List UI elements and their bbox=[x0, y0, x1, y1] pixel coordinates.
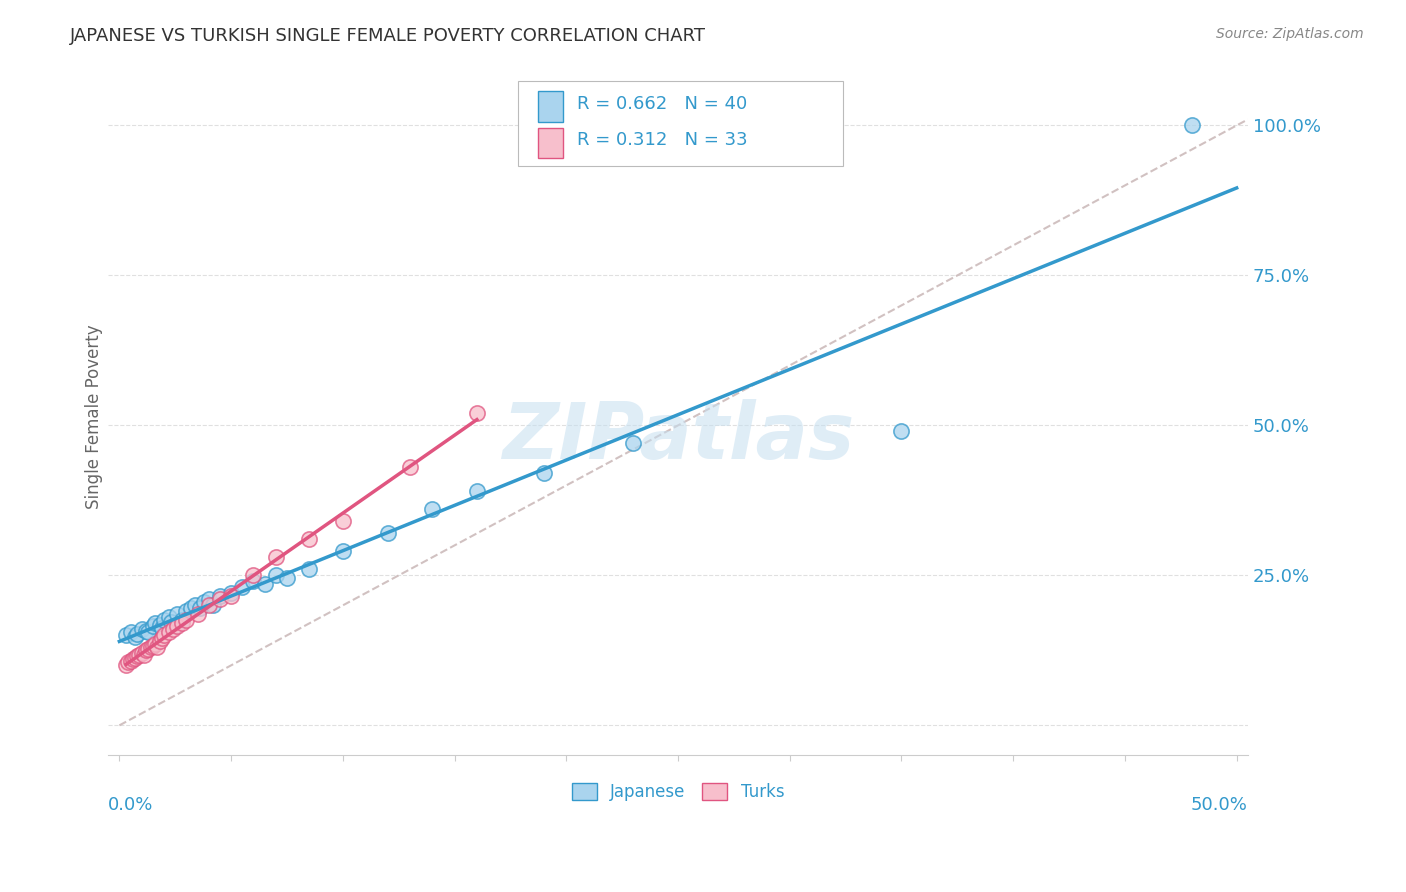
Point bbox=[127, 649, 149, 664]
Point bbox=[115, 628, 138, 642]
Point bbox=[150, 632, 173, 646]
Point bbox=[128, 648, 150, 662]
Legend: Japanese, Turks: Japanese, Turks bbox=[565, 777, 790, 808]
Point bbox=[197, 599, 219, 613]
Point bbox=[120, 654, 142, 668]
Point bbox=[165, 619, 187, 633]
FancyBboxPatch shape bbox=[538, 91, 562, 121]
Point bbox=[142, 619, 165, 633]
Point bbox=[208, 592, 231, 607]
Point bbox=[159, 615, 181, 629]
Point bbox=[202, 599, 225, 613]
Text: Source: ZipAtlas.com: Source: ZipAtlas.com bbox=[1216, 27, 1364, 41]
Point bbox=[298, 562, 321, 576]
Point bbox=[166, 619, 188, 633]
Text: R = 0.662   N = 40: R = 0.662 N = 40 bbox=[576, 95, 747, 112]
Text: R = 0.312   N = 33: R = 0.312 N = 33 bbox=[576, 131, 747, 149]
Point bbox=[180, 601, 202, 615]
Text: JAPANESE VS TURKISH SINGLE FEMALE POVERTY CORRELATION CHART: JAPANESE VS TURKISH SINGLE FEMALE POVERT… bbox=[70, 27, 706, 45]
Point bbox=[153, 628, 176, 642]
Point bbox=[332, 515, 354, 529]
Point bbox=[143, 616, 166, 631]
Point bbox=[253, 577, 276, 591]
Point bbox=[135, 624, 157, 638]
Point bbox=[131, 623, 153, 637]
Point bbox=[197, 592, 219, 607]
Point bbox=[176, 613, 198, 627]
Point bbox=[132, 648, 155, 662]
Point bbox=[115, 658, 138, 673]
Text: 50.0%: 50.0% bbox=[1191, 796, 1249, 814]
Point bbox=[166, 607, 188, 622]
Y-axis label: Single Female Poverty: Single Female Poverty bbox=[86, 324, 103, 508]
Text: ZIPatlas: ZIPatlas bbox=[502, 399, 853, 475]
Text: 0.0%: 0.0% bbox=[108, 796, 153, 814]
Point bbox=[264, 568, 287, 582]
Point bbox=[242, 574, 264, 589]
FancyBboxPatch shape bbox=[519, 81, 844, 166]
Point bbox=[465, 484, 488, 499]
Point bbox=[121, 652, 143, 666]
Point bbox=[170, 616, 193, 631]
Point bbox=[420, 502, 443, 516]
Point bbox=[399, 460, 422, 475]
Point bbox=[124, 630, 146, 644]
Point bbox=[120, 625, 142, 640]
Point bbox=[157, 610, 180, 624]
Point bbox=[242, 568, 264, 582]
Point bbox=[131, 646, 153, 660]
Point bbox=[890, 425, 912, 439]
Point bbox=[142, 639, 165, 653]
Point bbox=[117, 656, 139, 670]
Point bbox=[127, 627, 149, 641]
Point bbox=[621, 436, 644, 450]
Point bbox=[149, 634, 172, 648]
Point bbox=[276, 571, 298, 585]
Point bbox=[135, 643, 157, 657]
Point bbox=[377, 526, 399, 541]
FancyBboxPatch shape bbox=[538, 128, 562, 158]
Point bbox=[219, 586, 242, 600]
Point bbox=[332, 544, 354, 558]
Point bbox=[187, 607, 209, 622]
Point bbox=[264, 550, 287, 565]
Point bbox=[465, 406, 488, 420]
Point bbox=[170, 613, 193, 627]
Point bbox=[149, 617, 172, 632]
Point bbox=[188, 601, 211, 615]
Point bbox=[157, 625, 180, 640]
Point bbox=[139, 640, 162, 655]
Point bbox=[193, 595, 215, 609]
Point bbox=[231, 580, 253, 594]
Point bbox=[176, 604, 198, 618]
Point bbox=[208, 590, 231, 604]
Point bbox=[219, 590, 242, 604]
Point bbox=[1181, 119, 1204, 133]
Point bbox=[162, 623, 184, 637]
Point bbox=[146, 640, 169, 655]
Point bbox=[124, 651, 146, 665]
Point bbox=[138, 625, 160, 640]
Point bbox=[153, 613, 176, 627]
Point bbox=[138, 641, 160, 656]
Point bbox=[298, 533, 321, 547]
Point bbox=[533, 467, 555, 481]
Point bbox=[143, 637, 166, 651]
Point bbox=[184, 599, 207, 613]
Point bbox=[150, 621, 173, 635]
